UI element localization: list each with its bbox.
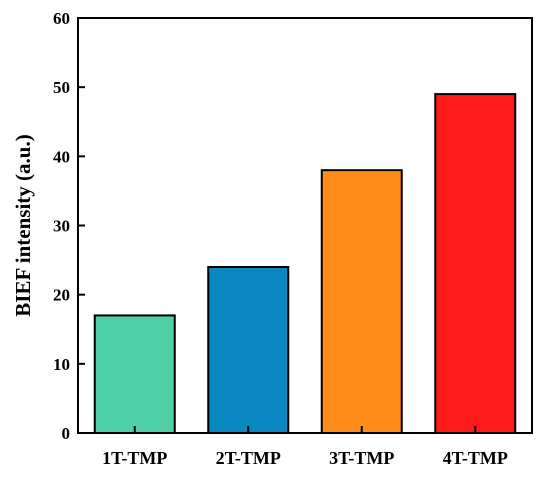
x-tick-label: 2T-TMP <box>216 448 281 468</box>
y-tick-label: 0 <box>62 424 71 443</box>
x-axis-tick-labels: 1T-TMP 2T-TMP 3T-TMP 4T-TMP <box>102 426 508 468</box>
bars <box>93 93 517 435</box>
x-tick-label: 3T-TMP <box>329 448 394 468</box>
bar-2t-tmp <box>207 266 290 434</box>
y-tick-label: 40 <box>53 147 70 166</box>
bar-4t-tmp <box>434 93 517 434</box>
y-axis-ticks: 0 10 20 30 40 50 60 <box>53 9 85 443</box>
x-tick-label: 1T-TMP <box>102 448 167 468</box>
y-axis-title: BIEF intensity (a.u.) <box>11 134 35 316</box>
y-tick-label: 60 <box>53 9 70 28</box>
y-tick-label: 20 <box>53 286 70 305</box>
bar-3t-tmp <box>320 169 403 435</box>
y-tick-label: 10 <box>53 355 70 374</box>
plot-frame <box>77 17 533 434</box>
bar-1t-tmp <box>93 314 176 434</box>
x-tick-label: 4T-TMP <box>443 448 508 468</box>
y-tick-label: 30 <box>53 217 70 236</box>
y-tick-label: 50 <box>53 78 70 97</box>
